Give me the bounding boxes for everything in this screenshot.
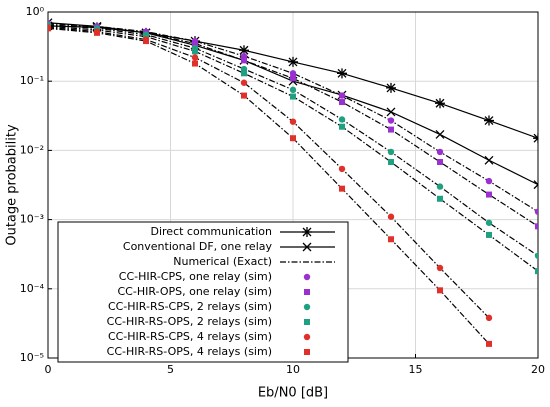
point	[387, 148, 395, 156]
legend-label: CC-HIR-RS-OPS, 4 relays (sim)	[107, 345, 272, 358]
y-tick-label: 10⁻¹	[20, 74, 44, 87]
point	[289, 70, 297, 77]
point	[302, 242, 312, 252]
point	[533, 180, 538, 190]
point	[302, 227, 312, 237]
point	[534, 252, 538, 259]
point	[241, 92, 247, 99]
point	[435, 98, 445, 109]
point	[484, 115, 494, 126]
legend-label: Direct communication	[151, 225, 273, 238]
point	[290, 93, 296, 100]
point	[535, 268, 538, 275]
point	[486, 231, 492, 238]
plot	[48, 18, 538, 347]
y-tick-label: 10⁻⁴	[20, 282, 45, 295]
point	[240, 79, 248, 86]
point	[192, 48, 198, 55]
point	[387, 117, 395, 124]
point	[533, 133, 538, 144]
legend-label: CC-HIR-RS-OPS, 2 relays (sim)	[107, 315, 272, 328]
point	[387, 213, 395, 220]
point	[436, 183, 444, 190]
series-line	[48, 27, 490, 345]
y-tick-label: 10⁰	[26, 5, 45, 18]
point	[484, 155, 494, 165]
legend-label: CC-HIR-OPS, one relay (sim)	[118, 285, 273, 298]
point	[534, 208, 538, 215]
y-tick-label: 10⁻²	[20, 143, 44, 156]
series-line	[48, 26, 490, 319]
point	[290, 135, 296, 142]
legend-box	[57, 221, 349, 363]
x-tick-label: 15	[409, 363, 423, 376]
x-axis-label: Eb/N0 [dB]	[258, 386, 328, 401]
point	[437, 287, 443, 294]
point	[304, 289, 310, 295]
point	[437, 195, 443, 202]
point	[535, 223, 538, 230]
x-tick-label: 20	[531, 363, 545, 376]
point	[388, 158, 394, 165]
point	[339, 99, 345, 106]
point	[192, 40, 198, 47]
point	[289, 86, 297, 94]
series-line	[48, 22, 538, 213]
point	[337, 68, 347, 79]
point	[339, 185, 345, 192]
point	[486, 340, 492, 347]
legend-label: CC-HIR-CPS, one relay (sim)	[119, 270, 272, 283]
legend-label: CC-HIR-RS-CPS, 2 relays (sim)	[108, 300, 272, 313]
x-tick-label: 5	[167, 363, 174, 376]
x-tick-label: 10	[286, 363, 300, 376]
legend-label: Conventional DF, one relay	[123, 240, 273, 253]
point	[486, 191, 492, 198]
point	[48, 25, 51, 32]
point	[288, 56, 298, 67]
point	[191, 54, 199, 61]
point	[304, 319, 310, 325]
series-line	[48, 24, 538, 227]
point	[303, 303, 311, 311]
point	[304, 349, 310, 355]
y-axis-label: Outage probability	[5, 124, 20, 246]
point	[388, 126, 394, 133]
point	[338, 165, 346, 173]
point	[239, 45, 249, 56]
point	[436, 148, 444, 156]
y-tick-label: 10⁻⁵	[20, 351, 44, 364]
point	[386, 107, 396, 117]
point	[338, 92, 346, 99]
point	[241, 57, 247, 64]
point	[436, 264, 444, 272]
point	[289, 118, 297, 125]
point	[388, 236, 394, 243]
point	[303, 273, 311, 281]
point	[485, 177, 493, 185]
point	[290, 75, 296, 82]
point	[143, 38, 149, 45]
point	[339, 123, 345, 130]
y-tick-label: 10⁻³	[20, 213, 44, 226]
point	[485, 219, 493, 226]
point	[303, 333, 311, 341]
point	[192, 60, 198, 67]
legend-label: CC-HIR-RS-CPS, 4 relays (sim)	[108, 330, 272, 343]
point	[485, 314, 493, 322]
point	[94, 29, 100, 36]
legend-label: Numerical (Exact)	[173, 255, 272, 268]
point	[435, 129, 445, 139]
x-tick-label: 0	[45, 363, 52, 376]
point	[386, 82, 396, 93]
point	[338, 116, 346, 123]
point	[437, 158, 443, 165]
point	[241, 70, 247, 77]
